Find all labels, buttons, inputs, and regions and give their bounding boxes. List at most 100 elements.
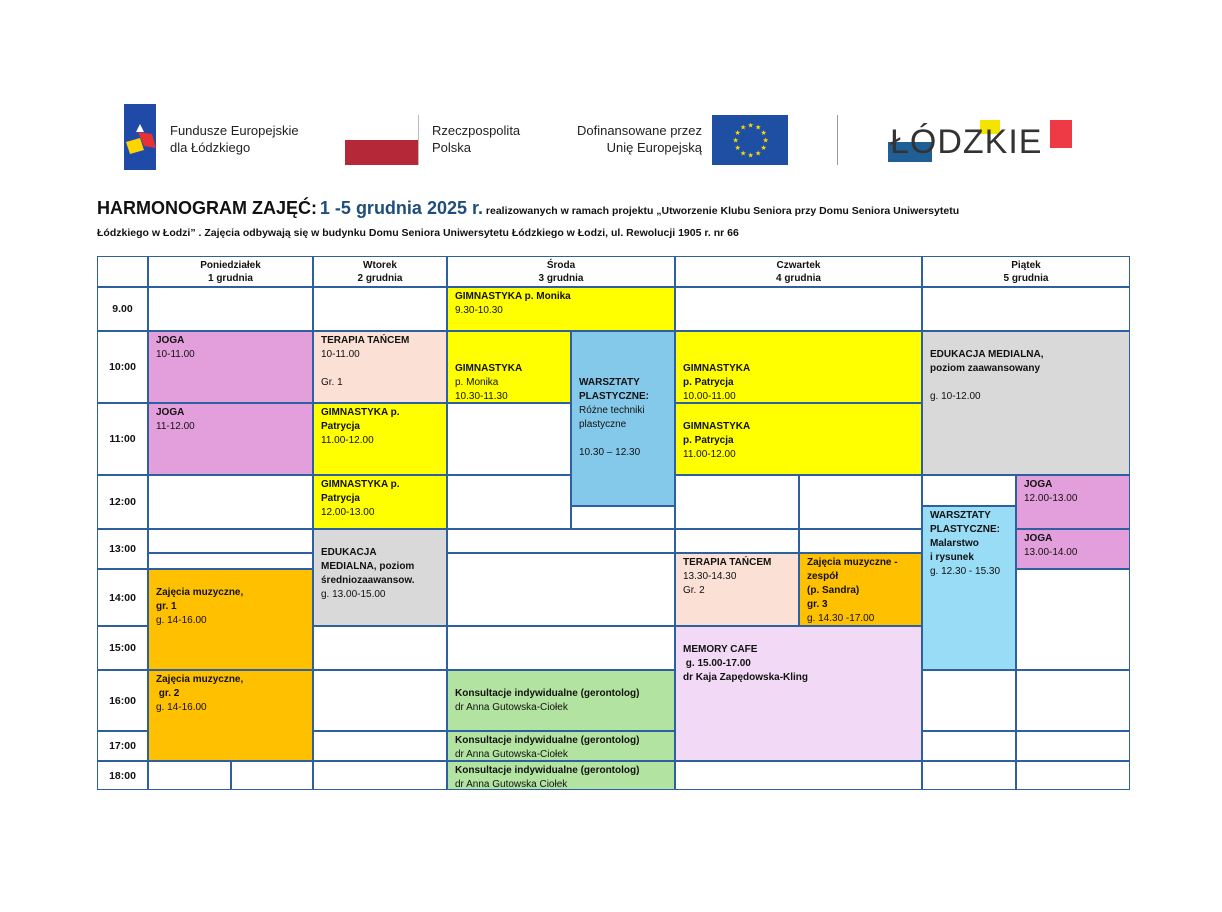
event-text bbox=[579, 362, 667, 376]
empty-cell bbox=[148, 287, 313, 331]
event-text: Różne techniki bbox=[579, 405, 645, 416]
event-block: TERAPIA TAŃCEM 10-11.00 Gr. 1 bbox=[313, 331, 447, 403]
time-text: 17:00 bbox=[109, 740, 136, 752]
event-text: 10.30 – 12.30 bbox=[579, 447, 641, 458]
event-text: 10-11.00 bbox=[156, 349, 195, 360]
event-text: GIMNASTYKA bbox=[455, 363, 523, 374]
event-block: Konsultacje indywidualne (gerontolog) dr … bbox=[447, 670, 675, 731]
empty-cell bbox=[1016, 670, 1130, 731]
empty-cell bbox=[799, 529, 922, 553]
title-main: HARMONOGRAM ZAJĘĆ: bbox=[97, 198, 317, 218]
event-text: JOGA bbox=[1024, 533, 1053, 544]
event-text: i rysunek bbox=[930, 552, 974, 563]
svg-text:★: ★ bbox=[740, 149, 746, 157]
event-text: Malarstwo bbox=[930, 538, 979, 549]
event-text: 11.00-12.00 bbox=[683, 449, 736, 460]
event-text: JOGA bbox=[1024, 479, 1053, 490]
time-text: 14:00 bbox=[109, 591, 136, 604]
fe-logo-line2: dla Łódzkiego bbox=[170, 140, 251, 155]
event-text: (p. Sandra) bbox=[807, 585, 860, 596]
event-block: GIMNASTYKA p. Patrycja 11.00-12.00 bbox=[675, 403, 922, 475]
event-block: JOGA 12.00-13.00 bbox=[1016, 475, 1130, 529]
day-name: Czwartek bbox=[776, 260, 821, 271]
event-text: 12.00-13.00 bbox=[1024, 493, 1078, 504]
event-text: MEMORY CAFE bbox=[683, 644, 758, 655]
event-text: średniozaawansow. bbox=[321, 575, 415, 586]
event-text: Zajęcia muzyczne - bbox=[807, 557, 898, 568]
day-header: Piątek 5 grudnia bbox=[922, 256, 1130, 287]
svg-text:★: ★ bbox=[760, 144, 766, 152]
empty-cell bbox=[675, 475, 799, 529]
event-text: g. 14.30 -17.00 bbox=[807, 613, 875, 624]
event-text bbox=[683, 629, 914, 643]
svg-text:★: ★ bbox=[755, 124, 761, 132]
rp-logo-line1: Rzeczpospolita bbox=[432, 123, 521, 138]
event-text: GIMNASTYKA p. Monika bbox=[455, 291, 571, 302]
time-text: 10:00 bbox=[109, 361, 136, 373]
eu-flag-icon: ★ ★ ★ ★ ★ ★ ★ ★ ★ ★ ★ ★ bbox=[712, 115, 788, 165]
event-block: GIMNASTYKA p. Monika 10.30-11.30 bbox=[447, 331, 571, 403]
divider bbox=[837, 115, 838, 165]
event-text: dr Anna Gutowska-Ciołek bbox=[455, 702, 568, 713]
event-text bbox=[579, 334, 667, 348]
day-header: Czwartek 4 grudnia bbox=[675, 256, 922, 287]
event-text: 10.00-11.00 bbox=[683, 391, 736, 402]
event-text bbox=[321, 362, 439, 376]
empty-cell bbox=[313, 731, 447, 761]
empty-cell bbox=[675, 287, 922, 331]
time-label: 9.00 bbox=[97, 287, 148, 331]
event-text: Gr. 1 bbox=[321, 377, 343, 388]
event-block: EDUKACJA MEDIALNA, poziom zaawansowany g.… bbox=[922, 331, 1130, 475]
event-text bbox=[683, 348, 914, 362]
event-text: PLASTYCZNE: bbox=[579, 391, 649, 402]
event-text bbox=[683, 334, 914, 348]
event-text bbox=[455, 334, 563, 348]
event-block: Zajęcia muzyczne, gr. 2 g. 14-16.00 bbox=[148, 670, 313, 761]
empty-cell bbox=[313, 761, 447, 790]
event-text: plastyczne bbox=[579, 419, 627, 430]
empty-cell bbox=[922, 475, 1016, 506]
event-text: gr. 2 bbox=[156, 688, 180, 699]
day-name: Wtorek bbox=[363, 260, 397, 271]
empty-cell bbox=[922, 731, 1016, 761]
event-text: g. 14-16.00 bbox=[156, 615, 207, 626]
day-date: 1 grudnia bbox=[207, 273, 253, 284]
time-label: 12:00 bbox=[97, 475, 148, 529]
time-text: 15:00 bbox=[109, 642, 136, 654]
empty-cell bbox=[148, 761, 231, 790]
time-label: 14:00 bbox=[97, 569, 148, 626]
event-block: MEMORY CAFE g. 15.00-17.00 dr Kaja Zapędo… bbox=[675, 626, 922, 761]
event-text bbox=[455, 673, 667, 687]
event-text: g. 12.30 - 15.30 bbox=[930, 566, 1001, 577]
empty-cell bbox=[447, 475, 571, 529]
time-text: 11:00 bbox=[109, 433, 136, 445]
empty-cell bbox=[571, 506, 675, 529]
event-text: g. 14-16.00 bbox=[156, 702, 207, 713]
event-block: TERAPIA TAŃCEM 13.30-14.30 Gr. 2 bbox=[675, 553, 799, 626]
empty-cell bbox=[922, 287, 1130, 331]
empty-cell bbox=[148, 475, 313, 529]
event-text: gr. 1 bbox=[156, 601, 177, 612]
event-block: EDUKACJA MEDIALNA, poziom średniozaawansow… bbox=[313, 529, 447, 626]
event-text: zespół bbox=[807, 571, 839, 582]
event-block: GIMNASTYKA p. Patrycja 12.00-13.00 bbox=[313, 475, 447, 529]
fe-logo-line1: Fundusze Europejskie bbox=[170, 123, 299, 138]
event-text: GIMNASTYKA p. bbox=[321, 407, 400, 418]
time-text: 9.00 bbox=[112, 303, 133, 315]
event-text: MEDIALNA, poziom bbox=[321, 561, 415, 572]
time-text: 13:00 bbox=[109, 543, 136, 555]
event-block: Konsultacje indywidualne (gerontolog) dr … bbox=[447, 761, 675, 790]
title-rest2: Łódzkiego w Łodzi” . Zajęcia odbywają si… bbox=[97, 227, 739, 239]
time-label: 11:00 bbox=[97, 403, 148, 475]
event-text: gr. 3 bbox=[807, 599, 828, 610]
empty-cell bbox=[447, 403, 571, 475]
empty-cell bbox=[675, 529, 799, 553]
event-text bbox=[579, 432, 667, 446]
event-text: PLASTYCZNE: bbox=[930, 524, 1000, 535]
event-text: dr Anna Gutowska Ciołek bbox=[455, 779, 568, 790]
event-block: GIMNASTYKA p. Patrycja 10.00-11.00 bbox=[675, 331, 922, 403]
empty-cell bbox=[447, 529, 675, 553]
time-label: 13:00 bbox=[97, 529, 148, 569]
day-date: 3 grudnia bbox=[538, 273, 584, 284]
